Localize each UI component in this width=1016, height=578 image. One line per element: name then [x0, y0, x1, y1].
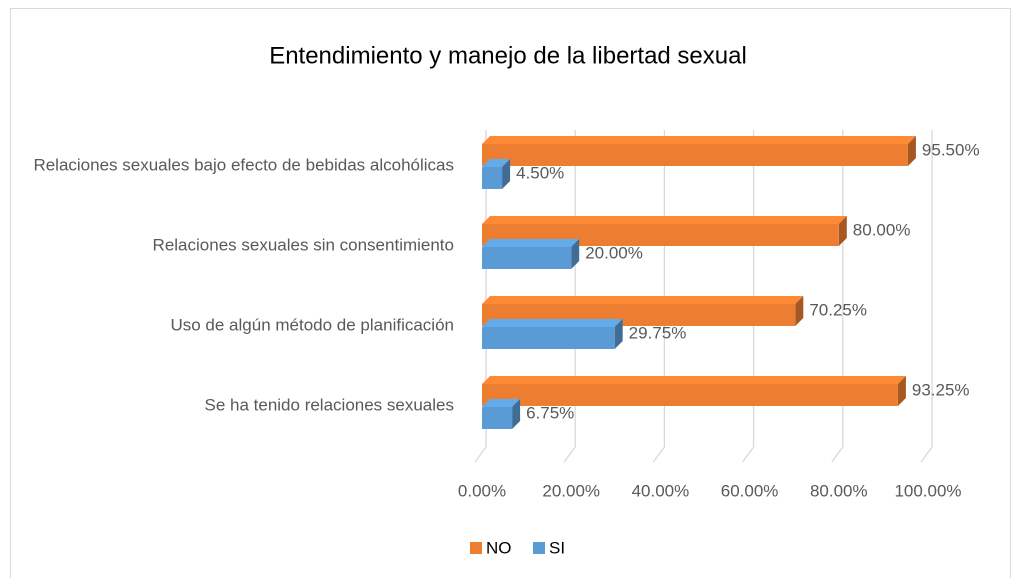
chart-border: [10, 8, 1011, 578]
data-label: 29.75%: [629, 323, 687, 342]
category-label: Se ha tenido relaciones sexuales: [14, 394, 455, 417]
legend-label: SI: [549, 538, 565, 557]
x-tick-label: 40.00%: [632, 481, 690, 500]
bar: [482, 384, 898, 406]
bar-side: [614, 319, 623, 349]
bar-top: [482, 319, 623, 327]
bar-side: [571, 239, 580, 269]
bar-side: [907, 136, 916, 166]
category-text: Se ha tenido relaciones sexuales: [204, 395, 455, 415]
bar: [482, 327, 615, 349]
x-tick-label: 80.00%: [810, 481, 868, 500]
category-label: Relaciones sexuales bajo efecto de bebid…: [14, 154, 454, 177]
x-tick-label: 0.00%: [458, 481, 506, 500]
category-text: Relaciones sexuales bajo efecto de bebid…: [33, 155, 454, 175]
legend-swatch: [470, 542, 482, 554]
data-label: 95.50%: [922, 140, 980, 159]
bar: [482, 167, 503, 189]
category-label: Relaciones sexuales sin consentimiento: [14, 234, 454, 257]
bar-top: [482, 159, 511, 167]
grid-line: [920, 130, 933, 463]
chart-title: Entendimiento y manejo de la libertad se…: [269, 42, 747, 69]
bar: [482, 144, 908, 166]
bar: [482, 247, 572, 269]
legend-swatch: [533, 542, 545, 554]
data-label: 80.00%: [853, 220, 911, 239]
bar-top: [482, 239, 580, 247]
bar-top: [482, 216, 847, 224]
data-label: 93.25%: [912, 380, 970, 399]
bar-top: [482, 296, 804, 304]
data-label: 20.00%: [585, 243, 643, 262]
bar-top: [482, 376, 906, 384]
category-text: Uso de algún método de planificación: [170, 315, 454, 335]
bar: [482, 407, 513, 429]
x-tick-label: 60.00%: [721, 481, 779, 500]
data-label: 4.50%: [516, 163, 564, 182]
bar-side: [512, 399, 521, 429]
bar-top: [482, 136, 916, 144]
bar-side: [502, 159, 511, 189]
data-label: 6.75%: [526, 403, 574, 422]
x-tick-label: 100.00%: [894, 481, 961, 500]
x-tick-label: 20.00%: [542, 481, 600, 500]
bar-side: [838, 216, 847, 246]
grid-line: [831, 130, 844, 463]
bar-top: [482, 399, 521, 407]
data-label: 70.25%: [809, 300, 867, 319]
bar-side: [897, 376, 906, 406]
category-label: Uso de algún método de planificación: [14, 314, 454, 337]
category-text: Relaciones sexuales sin consentimiento: [152, 235, 454, 255]
bar-side: [795, 296, 804, 326]
legend-label: NO: [486, 538, 512, 557]
